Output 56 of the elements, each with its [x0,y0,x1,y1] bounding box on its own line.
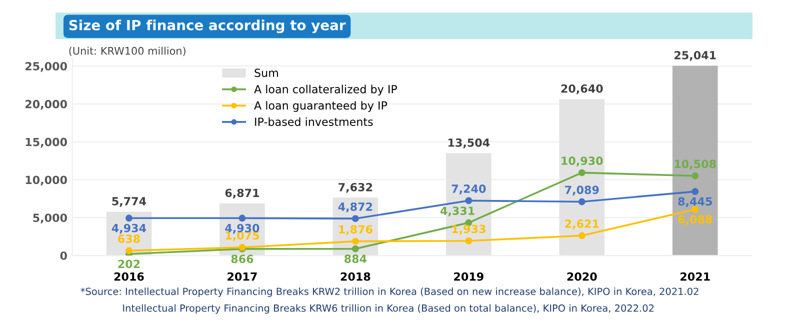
x-tick-label: 2020 [567,272,597,281]
point [692,172,699,180]
x-tick-label: 2018 [340,272,370,281]
y-tick-label: 20,000 [26,100,67,110]
legend-label: Sum [254,68,278,78]
data-label: 202 [118,260,140,268]
point [465,237,472,244]
data-label: 4,872 [338,202,372,212]
x-tick-label: 2019 [454,272,484,281]
point [126,214,132,222]
x-tick-label: 2021 [680,272,710,281]
x-tick-label: 2017 [228,272,257,281]
chart-title: Size of IP finance according to year [69,20,346,34]
x-tick-label: 2016 [114,272,144,281]
data-label: 638 [118,234,140,243]
data-label: 884 [344,254,367,263]
point [578,198,586,206]
point [126,247,132,254]
text: Intellectual Property Financing Breaks KRW6 trillion in Korea (Based on total balance), KIPO in Korea, 2022.02 [123,304,654,314]
data-label: 7,632 [338,182,372,193]
y-tick-label: 0 [60,251,67,260]
point [238,214,246,222]
point [352,245,359,252]
data-label: 866 [231,254,254,264]
data-label: 4,934 [112,224,146,234]
y-tick-label: 25,000 [26,62,67,72]
point [465,197,472,204]
text: *Source: Intellectual Property Financing Breaks KRW2 trillion in Korea (Based on new increase balance), KIPO in Korea, 2021.02 [80,288,698,297]
data-label: 7,240 [452,184,486,194]
data-label: 10,930 [562,156,603,166]
data-label: 1,933 [452,224,486,235]
y-axis-title: (Unit: KRW100 million) [69,46,186,56]
point [692,188,699,195]
bar [672,66,718,256]
data-label: 2,621 [565,220,599,230]
data-label: 25,041 [674,50,716,61]
legend-label: A loan collateralized by IP [254,84,398,96]
point [352,215,359,222]
point [578,169,586,176]
data-label: 5,774 [112,197,146,207]
point [578,232,586,240]
data-label: 7,089 [565,186,599,196]
legend-label: A loan guaranteed by IP [254,101,388,112]
data-label: 6,088 [678,215,712,225]
data-label: 13,504 [448,138,490,148]
y-tick-label: 10,000 [26,176,67,186]
data-label: 20,640 [561,84,603,94]
data-label: 4,331 [440,206,474,216]
data-label: 6,871 [225,188,260,199]
data-label: 10,508 [674,160,716,170]
y-tick-label: 5,000 [33,214,67,224]
point [352,238,359,245]
data-label: 1,876 [339,225,372,236]
y-tick-label: 15,000 [26,138,67,148]
data-label: 8,445 [678,197,712,208]
legend-label: IP-based investments [255,117,373,126]
